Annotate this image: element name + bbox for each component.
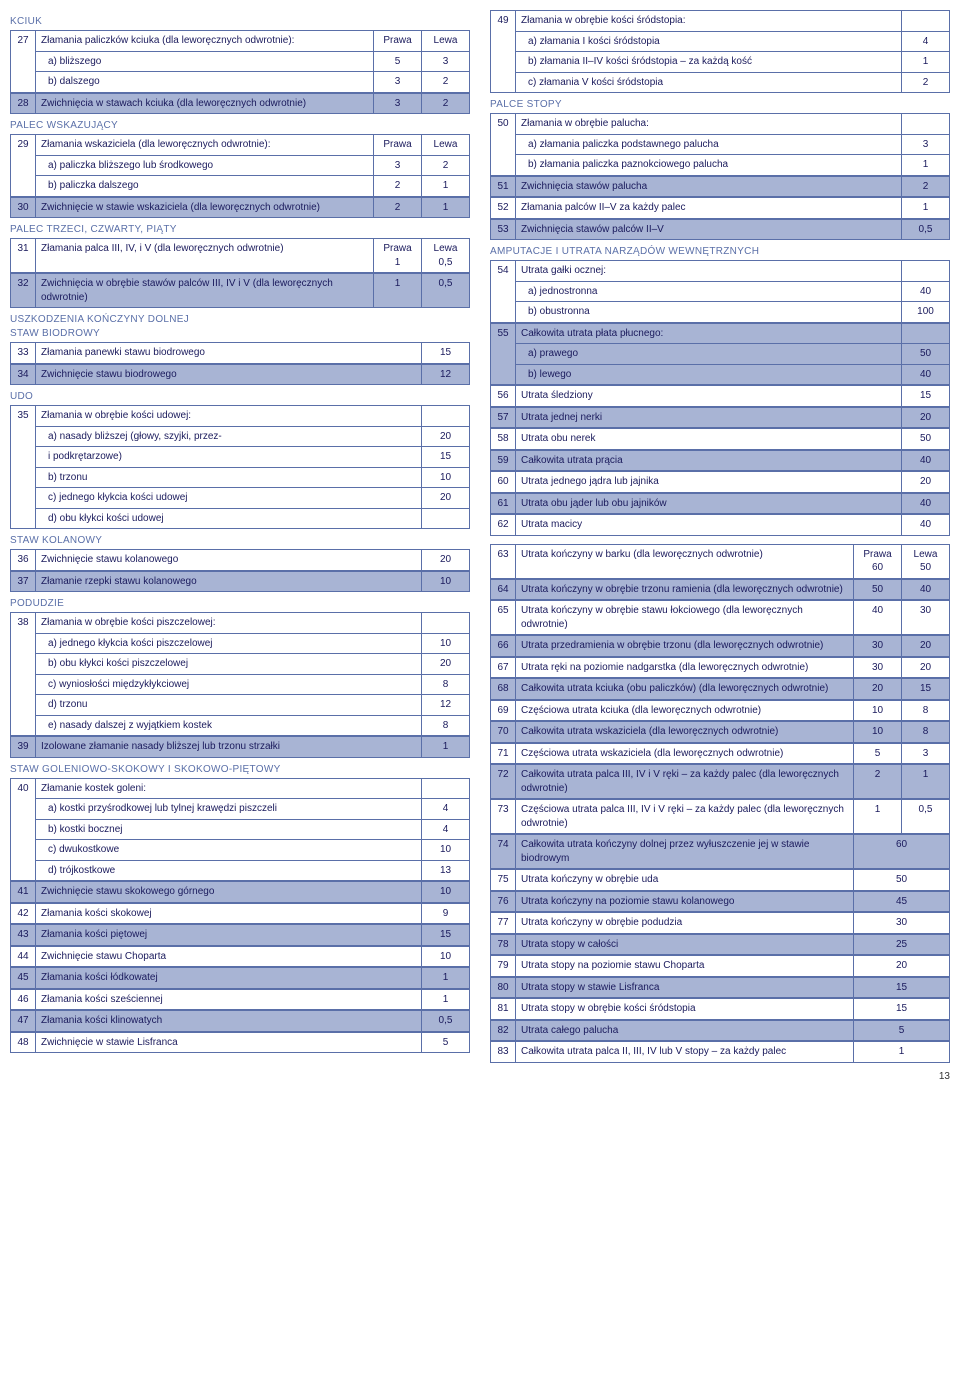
section-heading: STAW KOLANOWY [10, 535, 470, 546]
table: 36Zwichnięcie stawu kolanowego20 37Złama… [10, 549, 470, 592]
table: 35Złamania w obrębie kości udowej: a) na… [10, 405, 470, 529]
section-heading: STAW BIODROWY [10, 328, 470, 339]
section-heading: AMPUTACJE I UTRATA NARZĄDÓW WEWNĘTRZNYCH [490, 246, 950, 257]
table: 29 Złamania wskaziciela (dla leworęcznyc… [10, 134, 470, 218]
section-heading: UDO [10, 391, 470, 402]
table: 40Złamanie kostek goleni: a) kostki przy… [10, 778, 470, 1054]
section-heading: KCIUK [10, 16, 470, 27]
section-heading: STAW GOLENIOWO-SKOKOWY I SKOKOWO-PIĘTOWY [10, 764, 470, 775]
row-desc: Złamania paliczków kciuka (dla leworęczn… [36, 30, 374, 52]
section-heading: PALEC WSKAZUJĄCY [10, 120, 470, 131]
table: 63Utrata kończyny w barku (dla leworęczn… [490, 544, 950, 1063]
section-heading: PALEC TRZECI, CZWARTY, PIĄTY [10, 224, 470, 235]
left-column: KCIUK 27 Złamania paliczków kciuka (dla … [10, 10, 470, 1082]
table: 50Złamania w obrębie palucha: a) złamani… [490, 113, 950, 240]
row-num: 27 [10, 30, 36, 93]
table: 38Złamania w obrębie kości piszczelowej:… [10, 612, 470, 758]
section-heading: PODUDZIE [10, 598, 470, 609]
section-heading: USZKODZENIA KOŃCZYNY DOLNEJ [10, 314, 470, 325]
col-head: Prawa [374, 30, 422, 52]
table: 49Złamania w obrębie kości śródstopia: a… [490, 10, 950, 93]
table: 31Złamania palca III, IV, i V (dla lewor… [10, 238, 470, 308]
section-heading: PALCE STOPY [490, 99, 950, 110]
table: 33Złamania panewki stawu biodrowego15 34… [10, 342, 470, 385]
page-number: 13 [490, 1071, 950, 1082]
col-head: Lewa [422, 30, 470, 52]
right-column: 49Złamania w obrębie kości śródstopia: a… [490, 10, 950, 1082]
table: 54Utrata gałki ocznej: a) jednostronna40… [490, 260, 950, 536]
table: 27 Złamania paliczków kciuka (dla leworę… [10, 30, 470, 114]
